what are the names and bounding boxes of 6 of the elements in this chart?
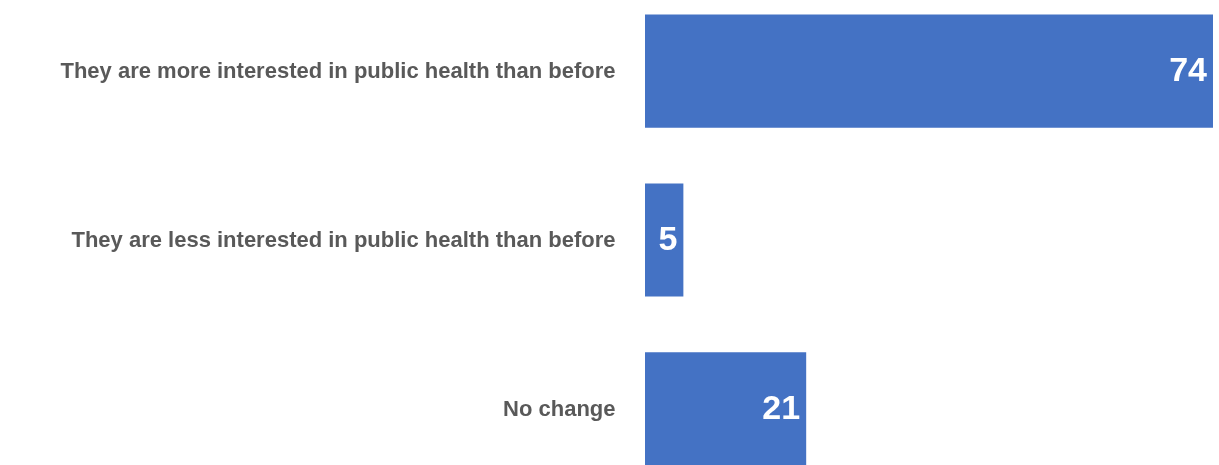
data-label: 74 [1169, 50, 1208, 89]
data-label: 21 [762, 387, 801, 426]
data-label: 5 [658, 219, 678, 257]
y-tick-label: No change [503, 395, 616, 421]
y-tick-label: They are more interested in public health than before [60, 58, 616, 84]
y-tick-label: They are less interested in public health than before [71, 227, 616, 252]
